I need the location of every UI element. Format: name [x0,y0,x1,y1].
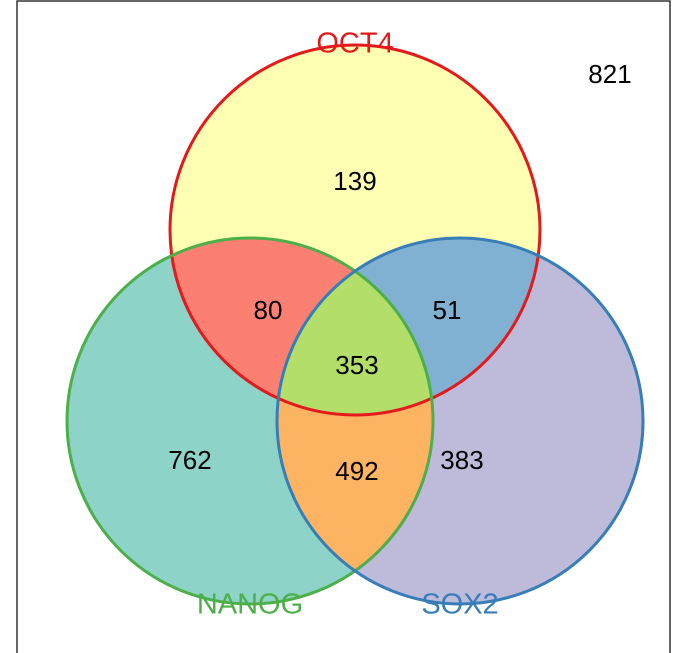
outside-count: 821 [588,59,631,89]
set-outline [65,236,435,606]
frame [16,0,671,653]
region-count: 80 [254,295,283,325]
region-count: 492 [335,456,378,486]
set-label: OCT4 [316,28,393,60]
set-outline [275,236,645,606]
region-count: 139 [333,166,376,196]
region-count: 383 [440,445,483,475]
region-count: 51 [433,295,462,325]
region-count: 762 [168,445,211,475]
set-outline [168,43,542,417]
region-count: 353 [335,350,378,380]
set-label: NANOG [197,589,303,621]
set-label: SOX2 [421,589,498,621]
